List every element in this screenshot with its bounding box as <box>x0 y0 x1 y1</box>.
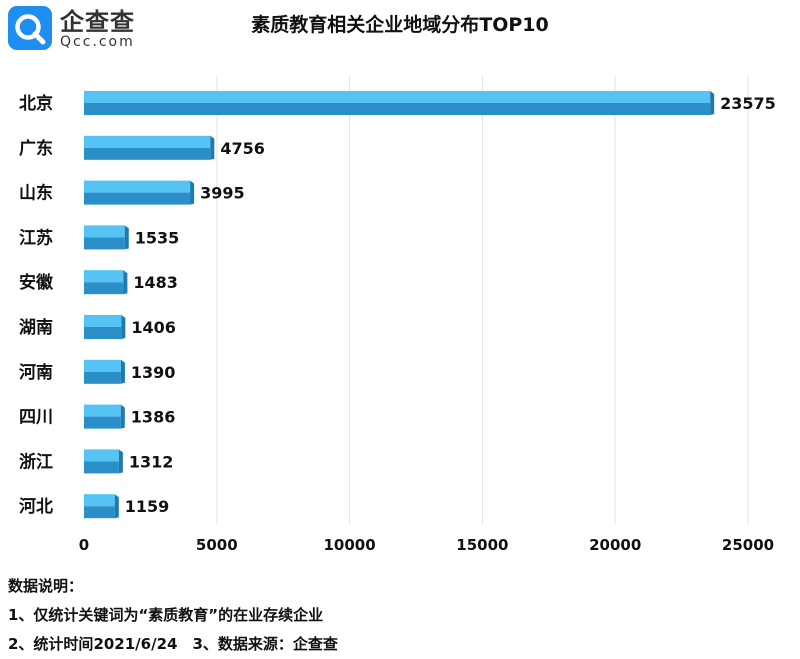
x-axis-ticks: 0 5000 10000 15000 20000 25000 <box>79 536 774 554</box>
brand-name: 企查查 <box>60 8 135 36</box>
bar-top-face <box>84 359 121 372</box>
bar-top-face <box>84 135 211 148</box>
header: 企查查 Qcc.com 素质教育相关企业地域分布TOP10 <box>0 0 800 62</box>
category-label: 湖南 <box>19 317 53 338</box>
bar-8 <box>84 449 123 474</box>
category-label: 山东 <box>19 183 53 204</box>
notes-line-2: 2、统计时间2021/6/24 3、数据来源：企查查 <box>8 635 338 653</box>
data-label: 1312 <box>129 452 174 471</box>
data-label: 23575 <box>720 94 776 113</box>
bar-bottom-face <box>84 506 115 519</box>
x-tick-label: 25000 <box>722 536 774 554</box>
bar-end-face <box>120 404 125 429</box>
bar-bottom-face <box>84 237 125 250</box>
bar-top-face <box>84 270 124 283</box>
bar-3 <box>84 225 129 250</box>
bar-end-face <box>710 91 715 115</box>
qcc-logo-icon <box>8 6 52 50</box>
x-tick-label: 15000 <box>456 536 508 554</box>
bar-top-face <box>84 494 115 507</box>
bar-top-face <box>84 404 121 417</box>
bar-bottom-face <box>84 192 191 205</box>
category-label: 安徽 <box>19 272 54 293</box>
bar-top-face <box>84 225 125 238</box>
notes-line-1: 1、仅统计关键词为“素质教育”的在业存续企业 <box>8 606 324 624</box>
category-label: 江苏 <box>19 227 53 248</box>
data-label: 1483 <box>133 273 178 292</box>
bar-2 <box>84 180 195 205</box>
bar-bottom-face <box>84 147 211 160</box>
category-label: 广东 <box>19 138 53 159</box>
bar-bottom-face <box>84 461 119 474</box>
x-tick-label: 5000 <box>196 536 238 554</box>
bar-end-face <box>118 449 123 474</box>
data-label: 1159 <box>125 497 170 516</box>
bar-6 <box>84 359 125 384</box>
bar-7 <box>84 404 125 429</box>
bar-end-face <box>123 270 128 295</box>
bar-9 <box>84 494 119 519</box>
data-label: 1406 <box>131 318 176 337</box>
bar-end-face <box>121 315 126 339</box>
bar-end-face <box>124 225 129 250</box>
data-label: 1535 <box>135 228 180 247</box>
x-tick-label: 10000 <box>324 536 376 554</box>
bar-0 <box>84 91 715 115</box>
bar-bottom-face <box>84 282 124 295</box>
chart-title: 素质教育相关企业地域分布TOP10 <box>251 14 549 36</box>
bar-5 <box>84 315 126 339</box>
data-label: 3995 <box>200 184 245 203</box>
x-tick-label: 20000 <box>589 536 641 554</box>
bar-top-face <box>84 180 191 193</box>
bar-top-face <box>84 449 119 462</box>
category-label: 河北 <box>19 497 53 517</box>
bar-end-face <box>210 135 215 160</box>
bar-top-face <box>84 315 122 327</box>
data-label: 1386 <box>131 408 176 427</box>
bar-bottom-face <box>84 371 121 384</box>
category-label: 浙江 <box>19 451 53 472</box>
notes-heading: 数据说明： <box>8 577 84 595</box>
grid-lines <box>216 76 749 524</box>
category-label: 北京 <box>19 93 53 114</box>
bar-top-face <box>84 91 711 103</box>
brand-domain: Qcc.com <box>60 34 135 50</box>
category-label: 河南 <box>19 362 53 383</box>
bar-end-face <box>190 180 195 205</box>
bar-bottom-face <box>84 416 121 429</box>
bar-bottom-face <box>84 103 711 115</box>
bar-1 <box>84 135 215 160</box>
category-label: 四川 <box>19 408 53 428</box>
bar-4 <box>84 270 128 295</box>
data-label: 1390 <box>131 363 176 382</box>
bar-bottom-face <box>84 327 122 339</box>
x-tick-label: 0 <box>79 536 89 554</box>
data-label: 4756 <box>220 139 265 158</box>
bar-end-face <box>114 494 119 519</box>
data-notes: 数据说明： 1、仅统计关键词为“素质教育”的在业存续企业 2、统计时间2021/… <box>8 572 788 659</box>
bar-end-face <box>120 359 125 384</box>
value-labels: 23575 4756 3995 1535 1483 1406 1390 1386 1312 115… <box>125 94 776 516</box>
bars <box>84 91 715 519</box>
